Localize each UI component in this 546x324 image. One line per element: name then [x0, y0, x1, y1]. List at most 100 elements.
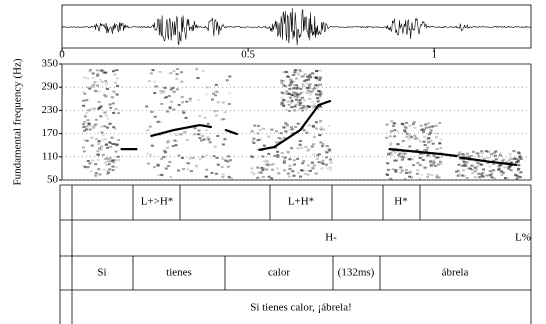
spectrogram-cell	[395, 150, 399, 152]
spectrogram-cell	[220, 118, 224, 121]
spectrogram-cell	[462, 169, 465, 172]
spectrogram-cell	[436, 163, 440, 166]
spectrogram-cell	[83, 92, 87, 95]
spectrogram-cell	[280, 79, 283, 82]
spectrogram-cell	[410, 123, 414, 126]
spectrogram-cell	[492, 169, 496, 172]
spectrogram-cell	[385, 136, 389, 139]
spectrogram-cell	[108, 168, 111, 171]
spectrogram-cell	[92, 126, 95, 129]
spectrogram-cell	[185, 139, 189, 141]
spectrogram-cell	[512, 150, 516, 152]
spectrogram-cell	[106, 172, 109, 175]
spectrogram-cell	[478, 176, 482, 179]
spectrogram-cell	[288, 88, 292, 90]
spectrogram-cell	[104, 114, 108, 117]
spectrogram-cell	[167, 165, 170, 167]
spectrogram-cell	[296, 101, 300, 104]
spectrogram-cell	[263, 160, 267, 163]
spectrogram-cell	[251, 156, 254, 159]
spectrogram-cell	[149, 154, 153, 157]
spectrogram-cell	[290, 80, 294, 83]
spectrogram-cell	[501, 160, 505, 163]
spectrogram-cell	[100, 125, 104, 128]
spectrogram-cell	[256, 176, 260, 179]
spectrogram-cell	[221, 176, 225, 178]
spectrogram-cell	[94, 172, 98, 175]
spectrogram-cell	[399, 166, 403, 169]
spectrogram-cell	[318, 93, 321, 96]
spectrogram-cell	[426, 122, 430, 125]
spectrogram-cell	[106, 171, 110, 174]
spectrogram-cell	[158, 120, 162, 123]
spectrogram-cell	[96, 69, 99, 72]
spectrogram-cell	[189, 100, 192, 102]
spectrogram-cell	[286, 100, 290, 103]
spectrogram-cell	[420, 128, 424, 131]
spectrogram-cell	[314, 87, 318, 90]
spectrogram-cell	[277, 172, 281, 175]
spectrogram-cell	[473, 170, 477, 173]
spectrogram-cell	[302, 160, 306, 163]
spectrogram-cell	[213, 145, 217, 148]
word-label: calor	[268, 267, 290, 279]
spectrogram-cell	[306, 149, 310, 152]
spectrogram-cell	[90, 144, 94, 147]
spectrogram-cell	[508, 153, 512, 156]
spectrogram-cell	[427, 133, 431, 136]
spectrogram-cell	[307, 85, 311, 88]
spectrogram-cell	[328, 158, 332, 161]
spectrogram-cell	[145, 105, 149, 108]
spectrogram-cell	[305, 131, 309, 134]
spectrogram-cell	[306, 173, 310, 176]
spectrogram-cell	[221, 143, 225, 146]
spectrogram-cell	[115, 77, 119, 80]
spectrogram-cell	[400, 169, 404, 172]
spectrogram-cell	[295, 98, 298, 101]
spectrogram-cell	[311, 89, 315, 92]
spectrogram-cell	[311, 88, 315, 91]
spectrogram-cell	[292, 70, 296, 73]
spectrogram-cell	[295, 77, 298, 80]
spectrogram-cell	[312, 153, 316, 156]
spectrogram-cell	[289, 81, 293, 84]
spectrogram-cell	[91, 83, 95, 86]
spectrogram-cell	[428, 126, 431, 129]
spectrogram-cell	[466, 167, 470, 170]
spectrogram-cell	[461, 164, 465, 167]
spectrogram-cell	[422, 152, 426, 155]
spectrogram-cell	[516, 157, 520, 160]
spectrogram-cell	[293, 105, 297, 108]
spectrogram-cell	[212, 92, 215, 95]
spectrogram-cell	[166, 146, 169, 149]
spectrogram-cell	[393, 151, 397, 154]
spectrogram-cell	[100, 80, 104, 83]
spectrogram-cell	[108, 122, 112, 125]
spectrogram-cell	[271, 163, 275, 166]
spectrogram-cell	[309, 93, 313, 96]
spectrogram-cell	[265, 160, 269, 163]
spectrogram-cell	[258, 129, 262, 131]
spectrogram-cell	[275, 141, 278, 144]
spectrogram-cell	[308, 83, 312, 86]
spectrogram-cell	[111, 169, 115, 172]
pitch-contour	[258, 100, 332, 151]
spectrogram-cell	[515, 161, 518, 164]
spectrogram-cell	[312, 72, 316, 75]
spectrogram-cell	[287, 84, 291, 87]
spectrogram-cell	[469, 167, 473, 170]
spectrogram-cell	[297, 74, 301, 76]
spectrogram-cell	[269, 163, 273, 166]
spectrogram-cell	[480, 173, 484, 176]
spectrogram-cell	[327, 125, 331, 128]
spectrogram-cell	[410, 158, 414, 161]
spectrogram-cell	[431, 125, 435, 128]
spectrogram-cell	[98, 78, 102, 81]
spectrogram-cell	[221, 101, 225, 104]
spectrogram-cell	[85, 112, 89, 115]
spectrogram-cell	[226, 160, 230, 163]
spectrogram-cell	[462, 174, 466, 177]
spectrogram-cell	[89, 107, 93, 110]
spectrogram-cell	[83, 115, 87, 118]
spectrogram-cell	[500, 163, 503, 166]
